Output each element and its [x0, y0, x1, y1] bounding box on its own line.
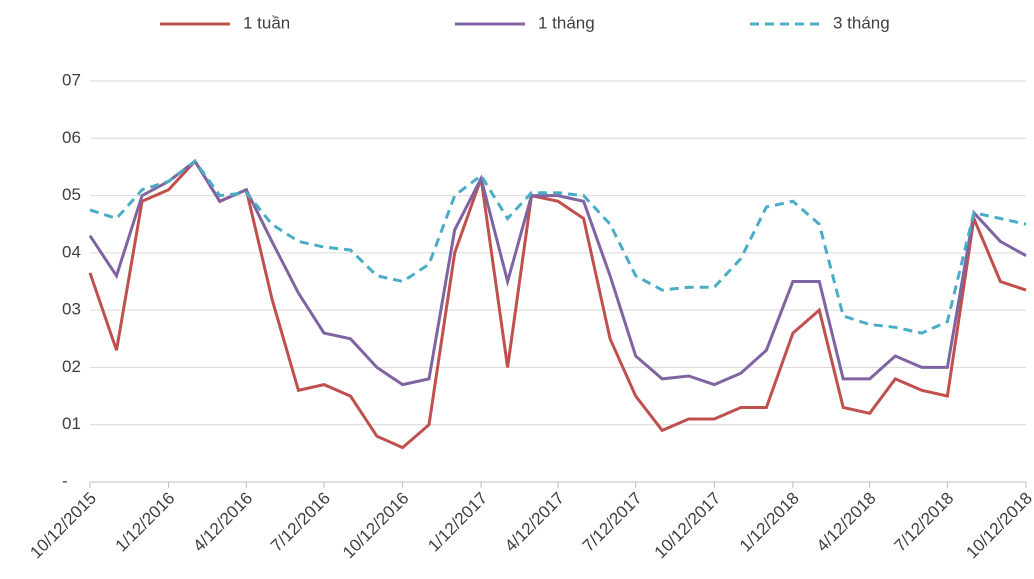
y-tick-label: 05 — [62, 185, 81, 204]
y-tick-label: - — [62, 471, 68, 490]
x-tick-label: 1/12/2018 — [736, 489, 803, 556]
series-line — [88, 159, 1027, 387]
x-tick-label: 1/12/2016 — [112, 489, 179, 556]
legend-label: 1 tuần — [243, 13, 290, 32]
x-tick-label: 10/12/2015 — [26, 489, 100, 563]
x-tick-label: 4/12/2016 — [189, 489, 256, 556]
y-tick-label: 06 — [62, 128, 81, 147]
series-line — [89, 159, 1027, 335]
y-tick-label: 03 — [62, 300, 81, 319]
x-tick-label: 7/12/2017 — [579, 489, 646, 556]
x-tick-label: 7/12/2016 — [267, 489, 334, 556]
y-tick-label: 02 — [62, 357, 81, 376]
y-tick-label: 04 — [62, 242, 81, 261]
x-tick-label: 4/12/2018 — [813, 489, 880, 556]
y-tick-label: 01 — [62, 414, 81, 433]
y-tick-label: 07 — [62, 70, 81, 89]
legend-label: 1 tháng — [538, 13, 595, 32]
series-line — [88, 158, 1027, 450]
x-tick-label: 10/12/2016 — [339, 489, 413, 563]
x-tick-label: 4/12/2017 — [501, 489, 568, 556]
x-tick-label: 10/12/2018 — [962, 489, 1034, 563]
x-tick-label: 10/12/2017 — [651, 489, 725, 563]
legend-label: 3 tháng — [833, 13, 890, 32]
x-tick-label: 7/12/2018 — [891, 489, 958, 556]
x-tick-label: 1/12/2017 — [424, 489, 491, 556]
